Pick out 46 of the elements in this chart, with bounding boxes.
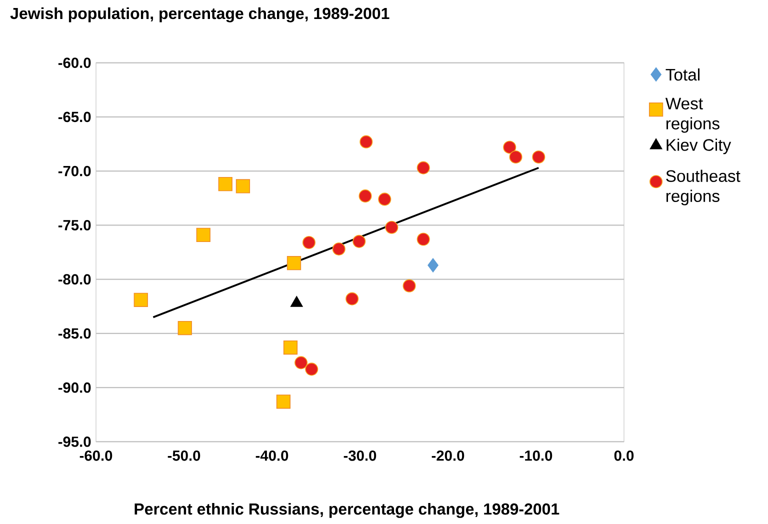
legend-label: Total [666, 68, 700, 81]
point [358, 189, 372, 202]
point [416, 232, 430, 246]
legend-label: West regions [665, 98, 720, 133]
point [276, 394, 291, 409]
point [134, 292, 148, 307]
point [352, 234, 366, 248]
y-tick-label: -65.0 [58, 112, 91, 122]
x-tick-label: -40.0 [256, 450, 288, 461]
y-tick-label: -60.0 [58, 58, 91, 68]
point [402, 279, 416, 292]
point [178, 320, 192, 336]
y-tick-label: -80.0 [58, 274, 91, 285]
point [218, 176, 232, 192]
point [385, 220, 398, 234]
x-tick-label: -20.0 [432, 450, 464, 461]
point [236, 179, 250, 194]
y-tick-label: -75.0 [58, 220, 91, 230]
point [503, 140, 516, 154]
y-tick-label: -70.0 [58, 166, 91, 176]
chart-title: Jewish population, percentage change, 1989-2001 [10, 7, 390, 22]
point [286, 256, 302, 270]
point [283, 340, 298, 355]
point [196, 228, 210, 242]
point [302, 236, 316, 250]
point [416, 161, 430, 174]
y-tick-label: -90.0 [58, 382, 91, 393]
x-tick-label: 0.0 [614, 450, 634, 461]
point [532, 150, 546, 164]
point [305, 362, 318, 376]
point [509, 150, 522, 164]
x-tick-label: -50.0 [168, 450, 200, 461]
x-tick-label: -30.0 [344, 450, 376, 461]
legend-label: Kiev City [666, 138, 732, 154]
point [428, 258, 438, 272]
point [294, 356, 308, 370]
point [332, 242, 346, 256]
y-tick-label: -85.0 [58, 328, 91, 339]
point [378, 192, 392, 206]
point [346, 292, 359, 306]
x-tick-label: -60.0 [80, 450, 112, 461]
point [360, 135, 373, 148]
y-tick-label: -95.0 [58, 436, 91, 447]
x-axis-title: Percent ethnic Russians, percentage change, 1989-2001 [134, 502, 560, 518]
x-tick-label: -10.0 [520, 450, 552, 461]
legend-label: Southeast regions [666, 170, 740, 206]
